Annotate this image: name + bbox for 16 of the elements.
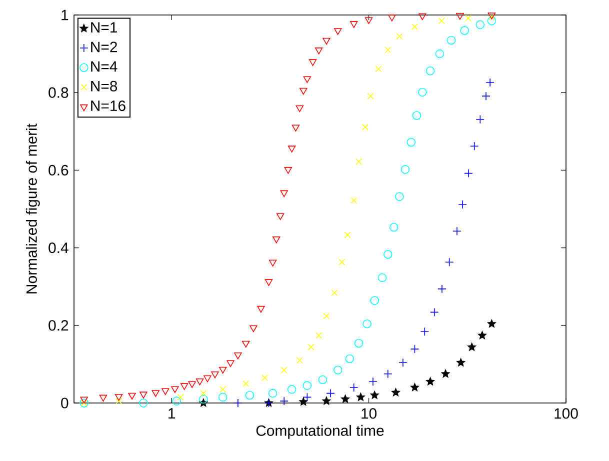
x-tick-label: 10	[362, 408, 377, 419]
y-tick-label: 0	[61, 398, 68, 408]
legend-label: N=16	[91, 100, 126, 112]
y-tick-label: 0.4	[48, 242, 68, 254]
y-axis-title: Normalized figure of merit	[26, 124, 40, 294]
y-tick-label: 0.8	[48, 87, 68, 98]
x-tick-label: 100	[554, 408, 578, 419]
legend-label: N=4	[91, 61, 118, 72]
y-tick-label: 1	[62, 10, 68, 20]
y-tick-label: 0.6	[48, 164, 68, 176]
x-axis-title: Computational time	[256, 424, 384, 439]
x-tick-label: 1	[168, 408, 176, 418]
legend-label: N=2	[91, 42, 117, 52]
legend-label: N=1	[91, 22, 117, 32]
legend-label: N=8	[91, 80, 118, 92]
y-tick-label: 0.2	[48, 320, 68, 331]
